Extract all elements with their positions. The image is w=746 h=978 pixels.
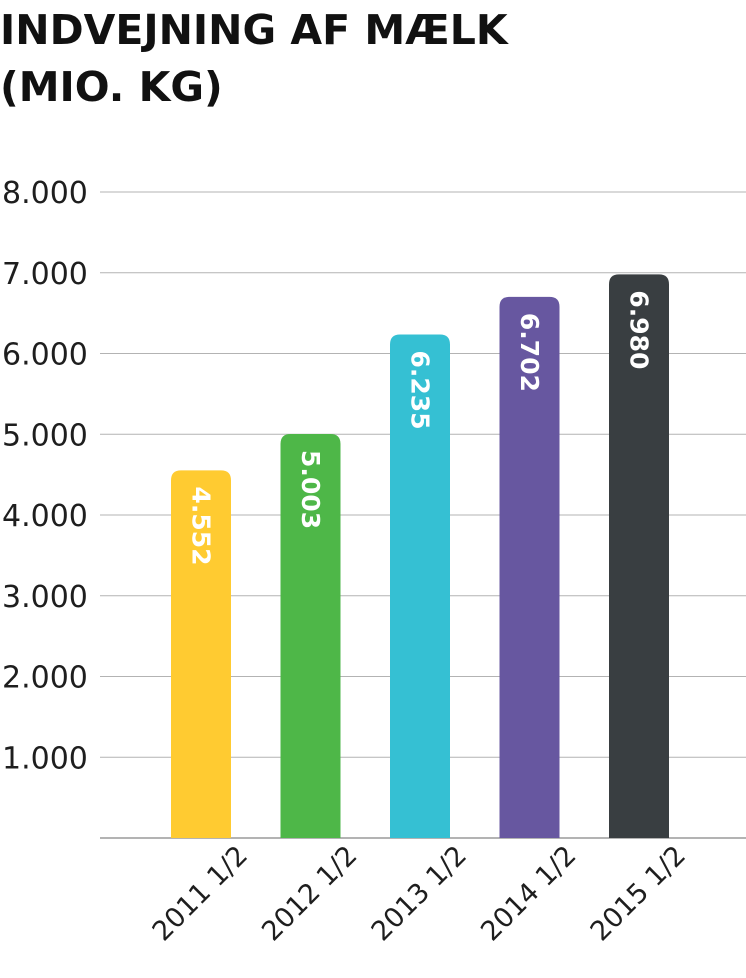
data-label: 6.980 bbox=[625, 290, 654, 369]
data-label: 6.235 bbox=[406, 351, 435, 430]
data-label: 5.003 bbox=[296, 450, 325, 529]
data-label: 6.702 bbox=[515, 313, 544, 392]
x-axis-tick-labels: 2011 1/2 2012 1/2 2013 1/2 2014 1/2 2015 1/2 bbox=[147, 840, 692, 947]
x-tick-label: 2015 1/2 bbox=[585, 840, 692, 947]
x-tick-label: 2014 1/2 bbox=[475, 840, 582, 947]
chart-title-line-2: (MIO. KG) bbox=[0, 63, 223, 111]
x-tick-label: 2012 1/2 bbox=[256, 840, 363, 947]
chart-title-line-1: INDVEJNING AF MÆLK bbox=[0, 6, 508, 54]
y-axis-tick-labels: 1.000 2.000 3.000 4.000 5.000 6.000 7.000 8.000 bbox=[2, 176, 88, 776]
y-tick-label: 6.000 bbox=[2, 338, 88, 373]
data-labels: 4.552 5.003 6.235 6.702 6.980 bbox=[187, 290, 654, 565]
y-tick-label: 1.000 bbox=[2, 741, 88, 776]
bar bbox=[609, 274, 669, 838]
x-tick-label: 2013 1/2 bbox=[366, 840, 473, 947]
data-label: 4.552 bbox=[187, 486, 216, 565]
y-tick-label: 7.000 bbox=[2, 257, 88, 292]
bar bbox=[280, 434, 341, 838]
y-tick-label: 4.000 bbox=[2, 499, 88, 534]
bar bbox=[390, 334, 450, 838]
y-tick-label: 3.000 bbox=[2, 580, 88, 615]
y-tick-label: 5.000 bbox=[2, 418, 88, 453]
x-tick-label: 2011 1/2 bbox=[147, 840, 254, 947]
chart-title: INDVEJNING AF MÆLK (MIO. KG) bbox=[0, 2, 508, 116]
y-tick-label: 8.000 bbox=[2, 176, 88, 211]
y-tick-label: 2.000 bbox=[2, 661, 88, 696]
bars bbox=[171, 274, 669, 839]
bar bbox=[171, 470, 231, 838]
bar bbox=[499, 296, 560, 839]
